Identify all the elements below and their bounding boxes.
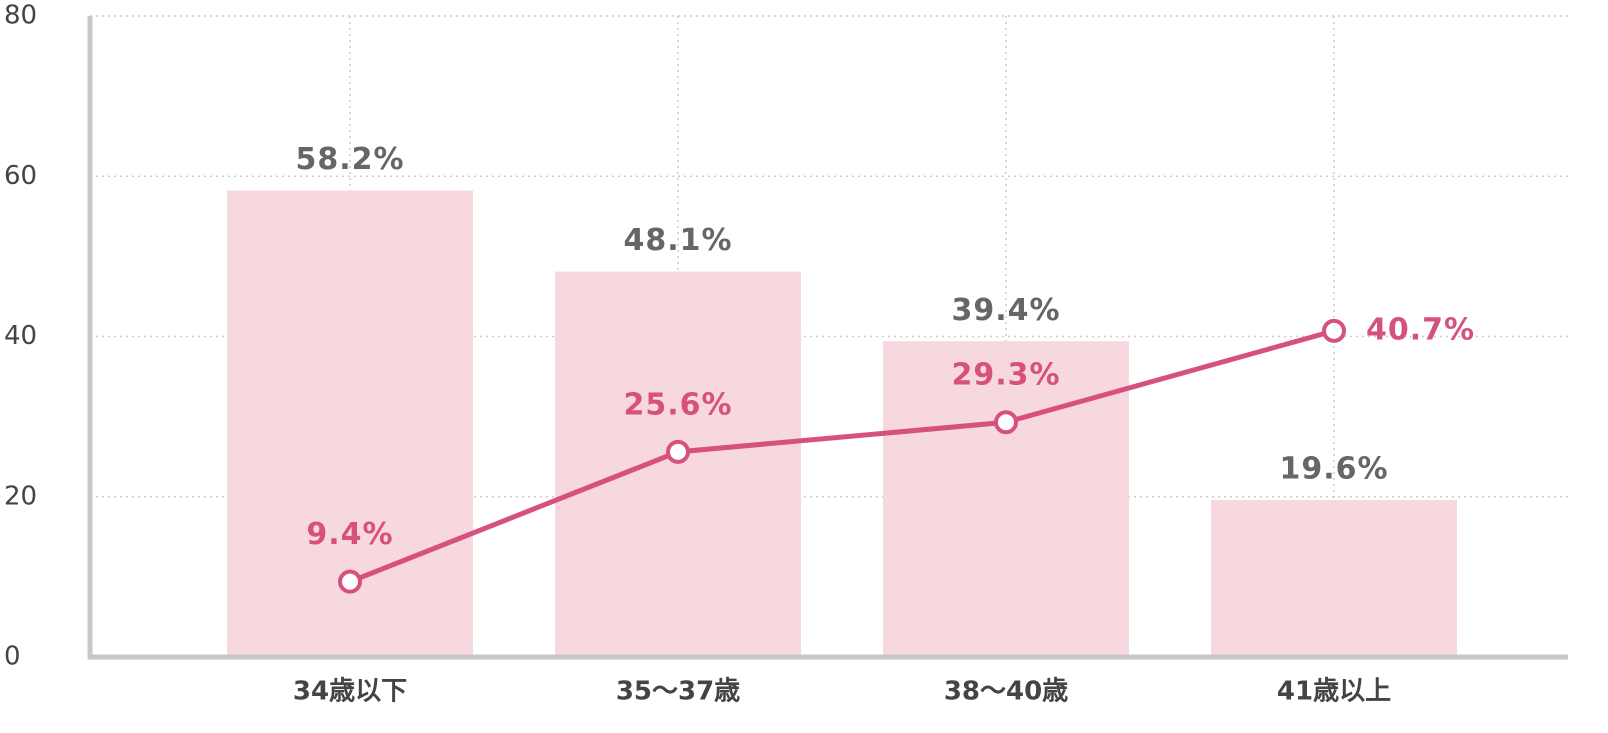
y-tick-label: 20 bbox=[4, 481, 37, 511]
x-tick-label: 41歳以上 bbox=[1277, 677, 1391, 707]
bar-value-label: 58.2% bbox=[295, 142, 404, 177]
bar-value-label: 48.1% bbox=[623, 223, 732, 258]
line-point bbox=[666, 439, 690, 464]
bar bbox=[883, 341, 1129, 657]
line bbox=[349, 328, 1335, 585]
bar bbox=[555, 271, 801, 657]
line-point bbox=[338, 569, 362, 594]
line-value-label: 40.7% bbox=[1366, 312, 1475, 347]
bar-value-label: 19.6% bbox=[1279, 451, 1388, 486]
y-tick-label: 40 bbox=[4, 321, 37, 351]
line-value-label: 29.3% bbox=[951, 358, 1060, 393]
bar bbox=[1211, 499, 1457, 657]
bar-value-label: 39.4% bbox=[951, 293, 1060, 328]
line-point bbox=[994, 410, 1018, 435]
y-tick-label: 0 bbox=[4, 642, 21, 672]
line-value-label: 25.6% bbox=[623, 387, 732, 422]
line-point bbox=[1322, 318, 1346, 343]
line-value-label: 9.4% bbox=[306, 517, 393, 552]
y-tick-label: 60 bbox=[4, 161, 37, 191]
x-tick-label: 38〜40歳 bbox=[944, 677, 1068, 707]
x-tick-label: 34歳以下 bbox=[293, 677, 407, 707]
x-tick-label: 35〜37歳 bbox=[616, 677, 740, 707]
y-tick-label: 80 bbox=[4, 1, 37, 31]
